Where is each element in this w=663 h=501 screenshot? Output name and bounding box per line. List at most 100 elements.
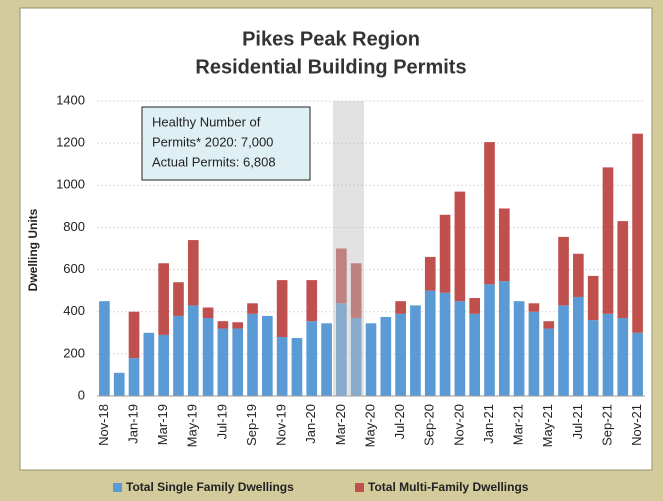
bar-segment <box>469 313 481 396</box>
bar-segment <box>113 372 125 396</box>
bar-segment <box>336 303 347 396</box>
bar-segment <box>276 337 288 396</box>
bar-segment <box>217 321 229 329</box>
chart-title: Pikes Peak Region <box>242 28 420 50</box>
bar-segment <box>632 332 643 396</box>
bar-segment <box>232 322 244 329</box>
bar-segment <box>558 236 569 306</box>
legend-swatch <box>355 483 364 492</box>
bar-segment <box>143 332 155 396</box>
bar-segment <box>424 290 436 396</box>
x-tick-label: Mar-21 <box>511 404 526 445</box>
bar-segment <box>602 313 614 396</box>
bar-segment <box>558 305 569 396</box>
bar-segment <box>306 321 318 396</box>
x-tick-label: Sep-19 <box>244 404 259 446</box>
bar-segment <box>632 133 643 333</box>
legend-label: Total Single Family Dwellings <box>126 480 294 494</box>
x-tick-label: Nov-18 <box>96 404 111 446</box>
bar-segment <box>306 280 318 322</box>
x-tick-label: Mar-20 <box>333 404 348 445</box>
y-axis-label: Dwelling Units <box>26 208 40 291</box>
bar-segment <box>173 315 184 396</box>
highlight-band <box>333 101 364 396</box>
bar-segment <box>602 167 614 314</box>
x-tick-label: Jan-21 <box>481 404 496 444</box>
x-tick-label: May-20 <box>362 404 377 447</box>
y-tick-label: 200 <box>63 345 85 360</box>
bar-segment <box>439 292 451 396</box>
bar-segment <box>439 214 451 293</box>
x-tick-label: Nov-19 <box>274 404 289 446</box>
bar-segment <box>202 307 214 319</box>
x-tick-label: Jul-19 <box>214 404 229 439</box>
legend-swatch <box>113 483 122 492</box>
bar-segment <box>380 316 392 396</box>
bar-segment <box>173 282 184 316</box>
bar-segment <box>261 315 273 396</box>
annotation-box <box>141 106 311 181</box>
bar-segment <box>321 323 332 396</box>
bar-segment <box>158 334 169 396</box>
annotation-text: Healthy Number of <box>152 114 261 129</box>
x-tick-label: Jul-21 <box>570 404 585 439</box>
x-tick-label: Jul-20 <box>392 404 407 439</box>
bar-segment <box>587 275 599 321</box>
y-tick-label: 1400 <box>56 92 85 107</box>
bar-segment <box>128 311 140 359</box>
bar-segment <box>202 318 214 396</box>
x-tick-label: Mar-19 <box>155 404 170 445</box>
x-tick-label: May-21 <box>540 404 555 447</box>
bar-segment <box>350 263 362 319</box>
bar-segment <box>424 256 436 291</box>
bar-segment <box>573 253 584 297</box>
bar-segment <box>247 303 258 314</box>
plot: 0 200 400 600 800 1000 1200 1400 Nov-18 Jan-19 Mar… <box>56 92 645 447</box>
bar-segment <box>454 191 466 302</box>
bar-segment <box>543 321 555 329</box>
x-tick-label: Jan-19 <box>125 404 140 444</box>
x-tick-label: Nov-21 <box>629 404 644 446</box>
legend-label: Total Multi-Family Dwellings <box>368 480 529 494</box>
bar-segment <box>158 263 169 335</box>
x-tick-label: Jan-20 <box>303 404 318 444</box>
bar-segment <box>395 301 406 314</box>
bar-segment <box>484 284 495 396</box>
bar-segment <box>336 248 347 304</box>
bar-segment <box>587 320 599 396</box>
bar-segment <box>350 318 362 396</box>
x-tick-label: Nov-20 <box>451 404 466 446</box>
bar-segment <box>232 328 244 396</box>
bar-segment <box>573 296 584 396</box>
x-tick-label: Sep-20 <box>422 404 437 446</box>
y-tick-label: 1200 <box>56 135 85 150</box>
bar-segment <box>365 323 377 396</box>
bar-segment <box>187 305 199 396</box>
bar-segment <box>498 208 510 282</box>
chart-subtitle: Residential Building Permits <box>195 56 466 78</box>
y-tick-label: 1000 <box>56 177 85 192</box>
y-tick-label: 400 <box>63 303 85 318</box>
bar-segment <box>128 358 140 396</box>
bar-segment <box>513 301 525 396</box>
bar-segment <box>528 311 540 396</box>
bar-segment <box>484 142 495 285</box>
bar-segment <box>217 328 229 396</box>
bar-segment <box>291 338 303 396</box>
bar-segment <box>187 240 199 306</box>
bar-segment <box>247 313 258 396</box>
annotation-text: Actual Permits: 6,808 <box>152 154 276 169</box>
bar-segment <box>617 221 629 319</box>
x-tick-label: Sep-21 <box>599 404 614 446</box>
bar-segment <box>99 301 110 396</box>
bar-segment <box>410 305 421 396</box>
y-tick-label: 800 <box>63 219 85 234</box>
annotation-text: Permits* 2020: 7,000 <box>152 134 273 149</box>
bar-segment <box>617 318 629 396</box>
bar-segment <box>395 313 406 396</box>
bar-segment <box>276 280 288 337</box>
bar-segment <box>528 303 540 312</box>
x-tick-label: May-19 <box>185 404 200 447</box>
y-tick-label: 600 <box>63 261 85 276</box>
